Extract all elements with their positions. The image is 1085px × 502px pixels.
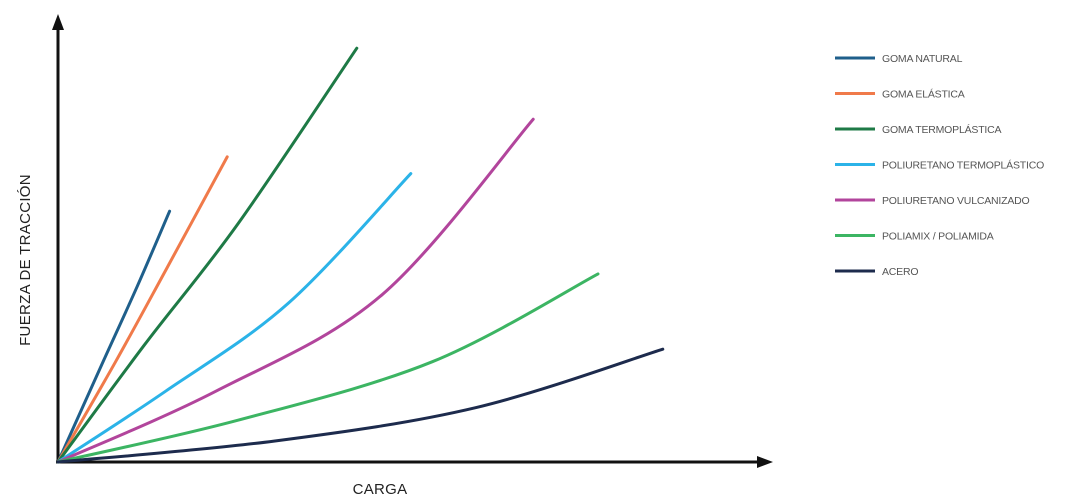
series-line-goma-natural (56, 209, 172, 464)
legend-label-goma-termoplastica: GOMA TERMOPLÁSTICA (882, 123, 1002, 136)
legend: GOMA NATURAL GOMA ELÁSTICA GOMA TERMOPLÁST… (835, 53, 1044, 278)
series-line-poliuretano-vulcanizado (56, 117, 535, 464)
legend-label-poliuretano-vulcanizado: POLIURETANO VULCANIZADO (882, 195, 1030, 207)
series-line-poliuretano-termoplastico (56, 172, 413, 464)
y-axis-arrow-icon (52, 14, 64, 30)
y-axis-label: FUERZA DE TRACCIÓN (17, 174, 34, 346)
series-line-acero (56, 347, 665, 464)
legend-label-poliamix-poliamida: POLIAMIX / POLIAMIDA (882, 231, 994, 243)
legend-label-goma-natural: GOMA NATURAL (882, 53, 963, 65)
x-axis-label: CARGA (353, 481, 408, 498)
legend-label-acero: ACERO (882, 266, 918, 278)
series-line-goma-termoplastica (56, 46, 359, 464)
legend-label-poliuretano-termoplastico: POLIURETANO TERMOPLÁSTICO (882, 159, 1044, 172)
x-axis-arrow-icon (757, 456, 773, 468)
series-line-goma-elastica (56, 155, 229, 464)
series-line-poliamix-poliamida (56, 272, 600, 464)
series-layer (56, 46, 665, 464)
legend-label-goma-elastica: GOMA ELÁSTICA (882, 88, 965, 101)
